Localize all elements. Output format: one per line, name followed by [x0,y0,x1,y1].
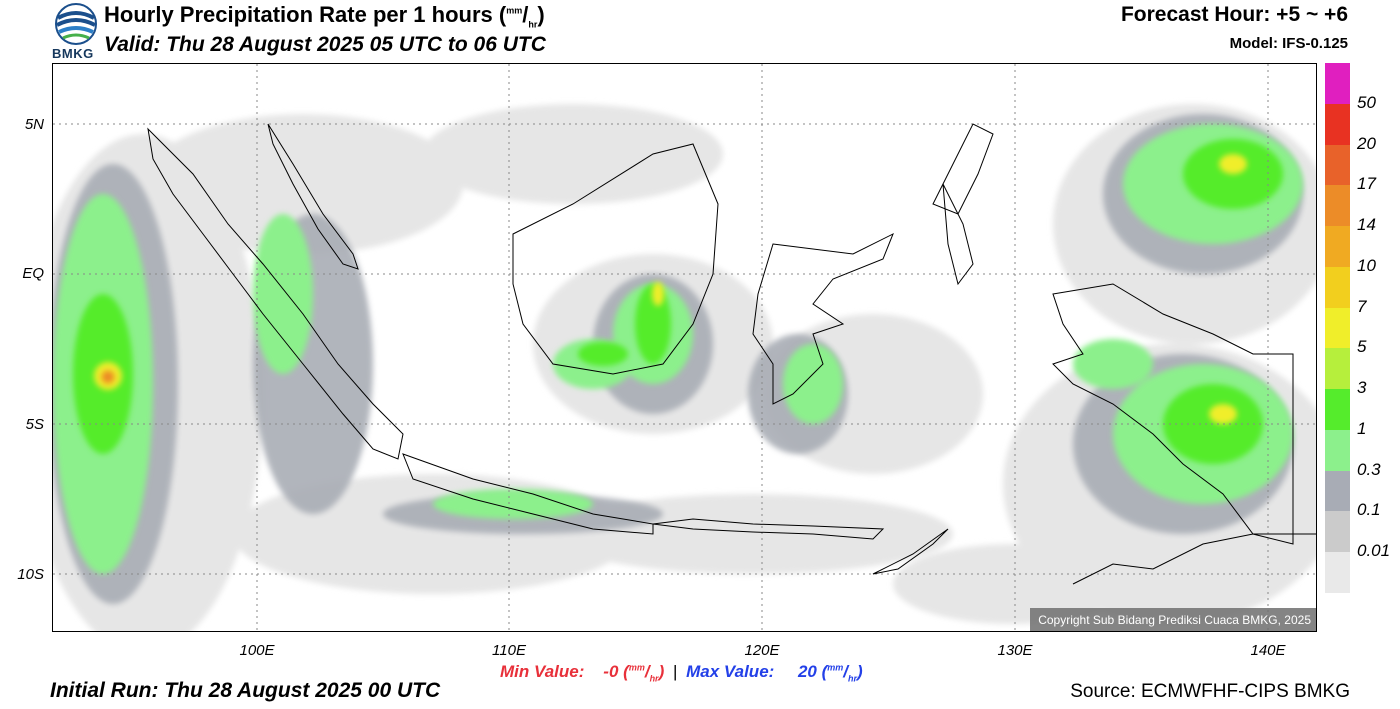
borneo-coast [512,143,719,375]
colorbar-label: 5 [1357,337,1367,357]
colorbar [1325,63,1350,593]
valid-time: Valid: Thu 28 August 2025 05 UTC to 06 U… [104,33,546,56]
max-value-label: Max Value: [686,662,775,681]
australia-coast [1072,533,1316,585]
colorbar-label: 0.3 [1357,459,1381,479]
colorbar-label: 10 [1357,255,1376,275]
min-value-label: Min Value: [500,662,585,681]
colorbar-swatch [1325,63,1350,104]
colorbar-label: 20 [1357,133,1376,153]
colorbar-label: 1 [1357,418,1367,438]
colorbar-label: 14 [1357,215,1376,235]
lat-label-5s: 5S [25,416,44,433]
colorbar-label: 17 [1357,174,1376,194]
colorbar-label: 7 [1357,296,1367,316]
colorbar-swatch [1325,103,1350,145]
papua-coast [1052,283,1294,545]
copyright-note: Copyright Sub Bidang Prediksi Cuaca BMKG… [1030,608,1316,631]
page-title: Hourly Precipitation Rate per 1 hours (m… [104,2,545,30]
colorbar-swatch [1325,552,1350,593]
colorbar-swatch [1325,226,1350,267]
forecast-hour: Forecast Hour: +5 ~ +6 [1120,3,1348,26]
min-value: -0 (mm/hr) [603,662,665,684]
colorbar-swatch [1325,511,1350,553]
colorbar-label: 0.1 [1357,500,1381,520]
lon-label-120e: 120E [744,642,780,659]
colorbar-swatch [1325,266,1350,308]
logo-text: BMKG [52,46,94,61]
lat-label-10s: 10S [17,566,44,583]
colorbar-swatch [1325,429,1350,471]
bmkg-logo: BMKG [50,2,102,61]
lon-label-100e: 100E [239,642,275,659]
colorbar-label: 3 [1357,378,1367,398]
max-value: 20 (mm/hr) [797,662,863,684]
colorbar-swatch [1325,307,1350,349]
coastlines [147,123,1316,585]
precip-heavy [94,154,1247,424]
data-source: Source: ECMWFHF-CIPS BMKG [1070,681,1350,702]
sumatra-coast [147,127,404,460]
colorbar-label: 0.01 [1357,541,1391,561]
precipitation-map: Copyright Sub Bidang Prediksi Cuaca BMKG… [52,63,1317,632]
min-max-values: Min Value: -0 (mm/hr) | Max Value: 20 (m… [500,662,863,683]
colorbar-swatch [1325,470,1350,512]
initial-run: Initial Run: Thu 28 August 2025 00 UTC [50,679,441,702]
sulawesi-coast [752,232,894,405]
java-coast [402,453,654,535]
lesser-sunda-coast [652,518,885,540]
philippines-coast [932,123,994,215]
lat-label-5n: 5N [24,116,44,133]
colorbar-swatch [1325,348,1350,390]
min-max-separator: | [672,662,678,681]
lon-label-130e: 130E [997,642,1033,659]
colorbar-label: 50 [1357,92,1376,112]
colorbar-swatch [1325,144,1350,186]
colorbar-swatch [1325,185,1350,227]
lat-label-eq: EQ [22,265,44,282]
maluku-coast [942,183,974,286]
model-name: Model: IFS-0.125 [1229,35,1348,52]
lon-label-110e: 110E [492,642,526,659]
colorbar-swatch [1325,389,1350,430]
timor-coast [872,528,949,575]
lon-label-140e: 140E [1250,642,1286,659]
malay-peninsula-coast [267,123,359,270]
